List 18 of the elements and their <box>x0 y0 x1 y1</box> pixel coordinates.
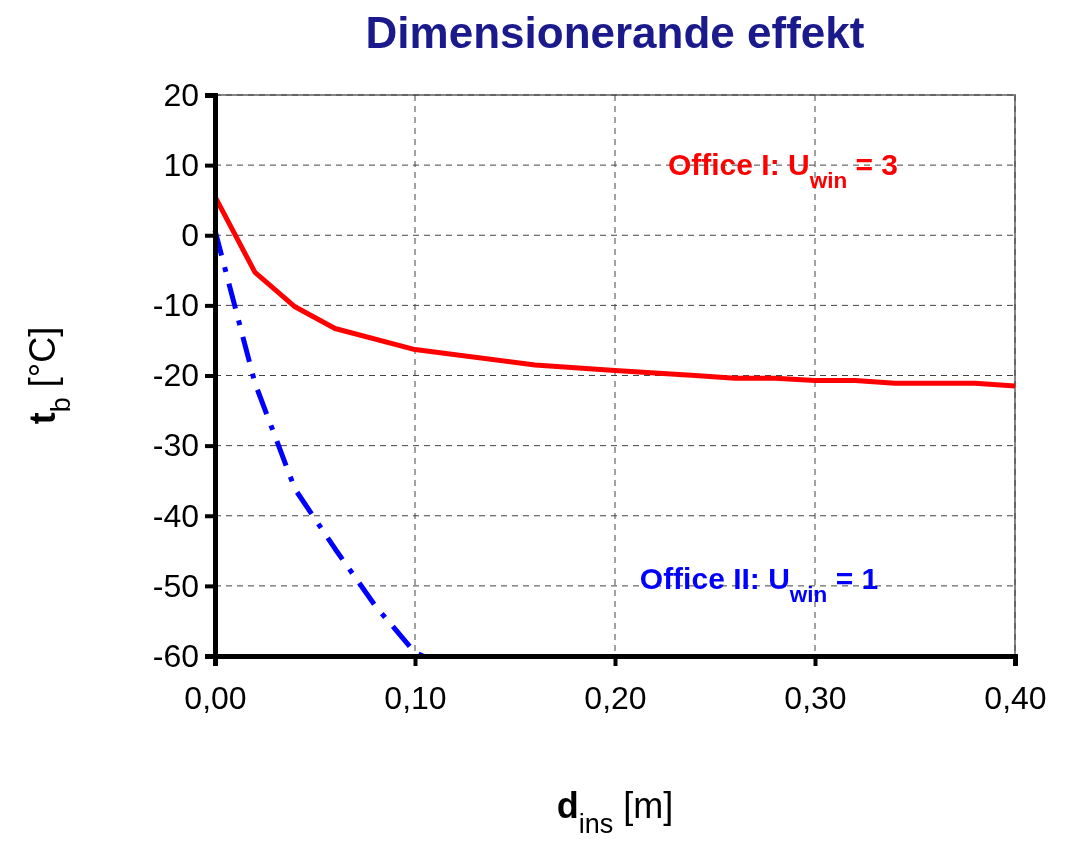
y-tick-label: -60 <box>152 637 199 674</box>
y-tick-label: -30 <box>152 427 199 464</box>
y-tick-label: -20 <box>152 357 199 394</box>
text: Office I: U$_{win}$ = 3 <box>667 148 899 193</box>
y-tick-label: 10 <box>163 146 199 183</box>
y-tick-label: -50 <box>152 567 199 604</box>
x-tick-label: 0,40 <box>984 679 1047 716</box>
text: Office II: U$_{win}$ = 1 <box>639 561 879 607</box>
y-tick-label: 0 <box>181 216 199 253</box>
x-tick-label: 0,20 <box>584 679 647 716</box>
chart-title: Dimensionerande effekt <box>365 8 865 57</box>
x-tick-label: 0,00 <box>184 679 247 716</box>
y-tick-label: -40 <box>152 497 199 534</box>
x-tick-label: 0,10 <box>384 679 447 716</box>
y-tick-label: 20 <box>163 76 199 113</box>
x-axis-title: d$_{ins}$ [m] <box>556 785 674 839</box>
x-tick-label: 0,30 <box>784 679 847 716</box>
y-tick-label: -10 <box>152 287 199 324</box>
